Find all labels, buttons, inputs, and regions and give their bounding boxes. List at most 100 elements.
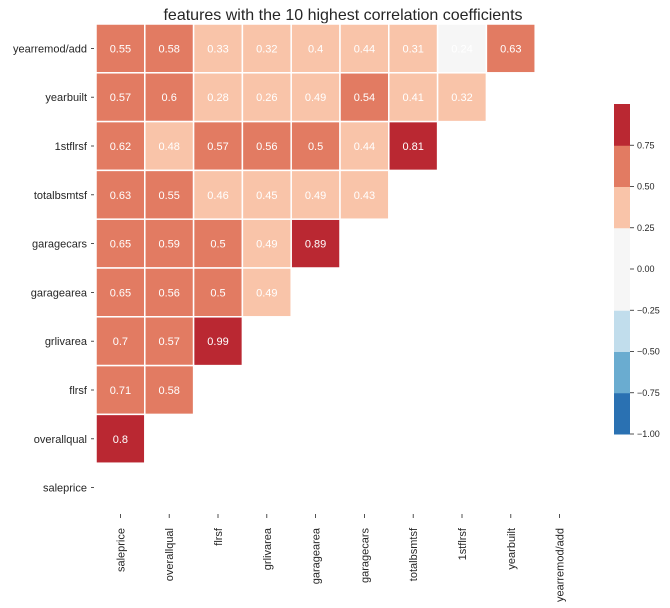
cell-value-label: 0.46 (207, 190, 228, 202)
cell-value-label: 0.43 (354, 190, 375, 202)
heatmap-cell (339, 120, 390, 172)
cell-value-label: 0.5 (210, 287, 225, 299)
chart-title: features with the 10 highest correlation… (163, 7, 522, 24)
x-tick-label: garagecars (359, 528, 371, 584)
heatmap-cell (144, 364, 195, 416)
cell-value-label: 0.65 (110, 239, 131, 251)
heatmap-cell (290, 120, 341, 172)
cell-value-label: 0.32 (451, 92, 472, 104)
cell-value-label: 0.57 (158, 336, 179, 348)
heatmap-cell (95, 267, 146, 318)
heatmap-cell (290, 72, 341, 123)
cell-value-label: 0.7 (113, 336, 128, 348)
cell-value-label: 0.4 (308, 43, 323, 55)
x-tick-label: flrsf (213, 527, 225, 546)
heatmap-cell (339, 169, 390, 220)
heatmap-cell (290, 218, 341, 269)
cell-value-label: 0.99 (207, 336, 228, 348)
cell-value-label: 0.56 (256, 141, 277, 153)
heatmap-cell (339, 23, 390, 74)
cell-value-label: 0.89 (305, 239, 326, 251)
cell-value-label: 0.5 (210, 239, 225, 251)
x-tick-label: yearremod/add (555, 528, 567, 602)
y-axis-ticks: yearremod/add yearbuilt 1stflrsf totalbsmts… (13, 43, 94, 495)
y-tick-label: saleprice (43, 483, 87, 495)
y-tick-label: 1stflrsf (55, 141, 88, 153)
heatmap-cell (192, 169, 244, 220)
cell-value-label: 0.5 (308, 141, 323, 153)
cell-value-label: 0.49 (305, 190, 326, 202)
cell-value-label: 0.8 (113, 434, 128, 446)
y-tick-label: yearbuilt (45, 92, 87, 104)
heatmap-cell (241, 120, 292, 172)
heatmap-cell (144, 120, 195, 172)
colorbar-tick-label: −0.50 (637, 347, 660, 357)
cell-value-label: 0.45 (256, 190, 277, 202)
heatmap-cell (144, 23, 195, 74)
colorbar-tick-label: 0.75 (637, 140, 655, 150)
heatmap-cell (388, 72, 439, 123)
cell-value-label: 0.28 (207, 92, 228, 104)
colorbar-segment (614, 392, 630, 435)
heatmap-cell (192, 120, 244, 172)
x-tick-label: 1stflrsf (457, 527, 469, 560)
cell-value-label: 0.63 (110, 190, 131, 202)
cell-value-labels: 0.55 0.58 0.33 0.32 0.4 0.44 0.31 0.24 0.63 0.57 0… (110, 43, 522, 445)
x-axis-ticks: saleprice overallqual flrsf grlivarea garage… (115, 514, 567, 602)
heatmap-cell (95, 218, 146, 269)
y-tick-label: grlivarea (45, 336, 88, 348)
y-tick-label: yearremod/add (13, 43, 87, 55)
cell-value-label: 0.24 (451, 43, 472, 55)
x-tick-label: overallqual (164, 528, 176, 581)
heatmap-cell (192, 72, 244, 123)
colorbar-segment (614, 351, 630, 394)
colorbar-tick-label: −1.00 (637, 429, 660, 439)
cell-value-label: 0.57 (110, 92, 131, 104)
cell-value-label: 0.49 (256, 239, 277, 251)
heatmap-cell (485, 23, 536, 74)
x-tick-label: yearbuilt (506, 528, 518, 570)
cell-value-label: 0.55 (110, 43, 131, 55)
y-tick-label: totalbsmtsf (34, 190, 88, 202)
heatmap-cell (436, 72, 488, 123)
heatmap-cells (95, 23, 536, 464)
cell-value-label: 0.62 (110, 141, 131, 153)
cell-value-label: 0.6 (162, 92, 177, 104)
colorbar-tick-label: 0.50 (637, 182, 655, 192)
colorbar-segment (614, 186, 630, 229)
cell-value-label: 0.44 (354, 141, 375, 153)
cell-value-label: 0.49 (305, 92, 326, 104)
cell-value-label: 0.58 (158, 43, 179, 55)
cell-value-label: 0.65 (110, 287, 131, 299)
colorbar-tick-label: −0.25 (637, 305, 660, 315)
x-tick-label: saleprice (115, 528, 127, 572)
x-tick-label: totalbsmtsf (408, 527, 420, 581)
cell-value-label: 0.41 (402, 92, 423, 104)
colorbar-segment (614, 227, 630, 270)
heatmap-cell (241, 267, 292, 318)
colorbar-tick-label: −0.75 (637, 388, 660, 398)
y-tick-label: overallqual (34, 434, 87, 446)
heatmap-cell (95, 23, 146, 74)
cell-value-label: 0.71 (110, 385, 131, 397)
heatmap-cell (95, 72, 146, 123)
colorbar-segment (614, 310, 630, 352)
cell-value-label: 0.81 (402, 141, 423, 153)
cell-value-label: 0.44 (354, 43, 375, 55)
cell-value-label: 0.49 (256, 287, 277, 299)
cell-value-label: 0.55 (158, 190, 179, 202)
colorbar-segment (614, 269, 630, 311)
y-tick-label: flrsf (69, 385, 88, 397)
cell-value-label: 0.31 (402, 43, 423, 55)
cell-value-label: 0.58 (158, 385, 179, 397)
cell-value-label: 0.54 (354, 92, 375, 104)
cell-value-label: 0.59 (158, 239, 179, 251)
cell-value-label: 0.48 (158, 141, 179, 153)
cell-value-label: 0.57 (207, 141, 228, 153)
y-tick-label: garagearea (31, 287, 88, 299)
heatmap-cell (290, 169, 341, 220)
heatmap-cell (192, 316, 244, 367)
heatmap-cell (144, 267, 195, 318)
colorbar: 0.75 0.50 0.25 0.00 −0.25 −0.50 −0.75 −1.00 (614, 104, 660, 439)
